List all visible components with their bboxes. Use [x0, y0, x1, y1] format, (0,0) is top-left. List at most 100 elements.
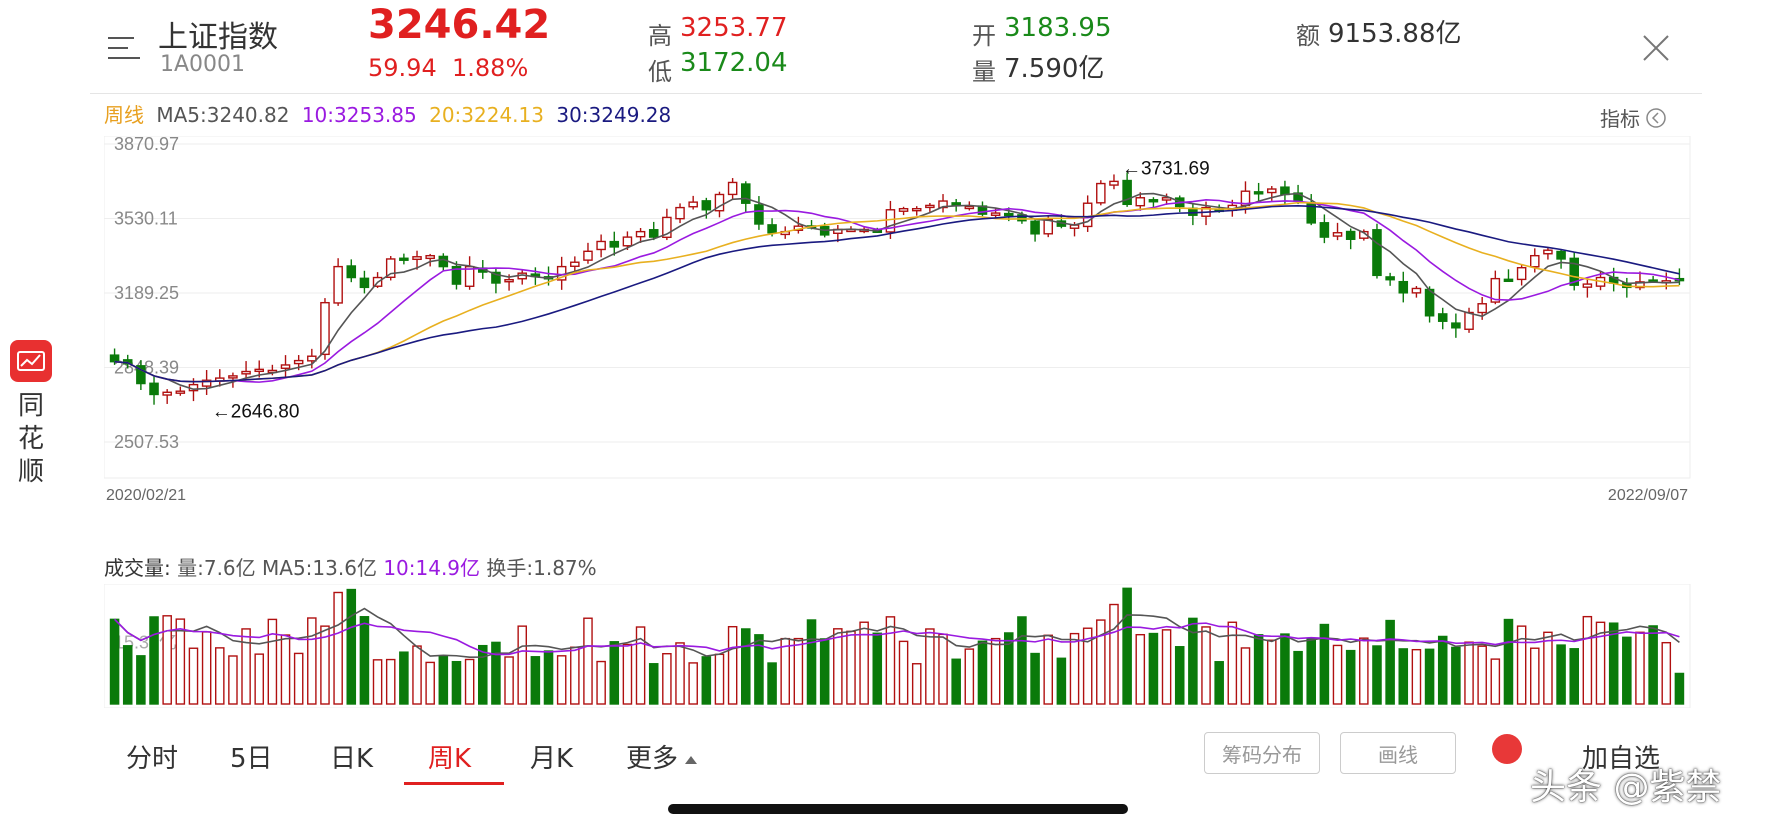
chip-distribution-button[interactable]: 筹码分布: [1204, 732, 1320, 774]
candle-body: [1148, 199, 1159, 203]
volume-bar: [833, 628, 843, 705]
volume-bar: [1411, 648, 1422, 705]
candle-body: [1411, 287, 1422, 294]
index-title: 上证指数: [158, 20, 278, 55]
volume-ma10: 10:14.9亿: [383, 556, 481, 580]
volume-bar: [1030, 652, 1040, 705]
volume-value: 7.590亿: [1004, 54, 1105, 84]
volume-bar: [1608, 622, 1619, 705]
volume-bar: [136, 655, 146, 705]
candle-body: [162, 391, 172, 396]
volume-bar: [504, 656, 514, 705]
high-value: 3253.77: [680, 13, 788, 43]
ma-legend: 周线 MA5:3240.82 10:3253.85 20:3224.13 30:…: [104, 99, 671, 128]
amount-value: 9153.88亿: [1328, 19, 1462, 49]
volume-bar: [1398, 648, 1409, 705]
turnover: 换手:1.87%: [486, 556, 597, 580]
volume-bar: [517, 625, 528, 705]
open-label: 开: [972, 22, 996, 50]
volume-bar: [1003, 632, 1014, 705]
candle-body: [241, 370, 251, 375]
volume-bar: [412, 645, 422, 705]
volume-bar: [149, 616, 159, 705]
volume-bar: [109, 618, 120, 705]
volume-bar: [201, 631, 212, 705]
candle-body: [1582, 283, 1593, 288]
volume-bar: [359, 616, 370, 705]
app-name-label: 同 花 顺: [17, 391, 44, 487]
volume-bar: [1543, 631, 1553, 705]
volume-bar: [1214, 661, 1224, 705]
volume-bar: [556, 655, 567, 705]
volume-bar: [293, 652, 304, 705]
candle-body: [1398, 280, 1409, 294]
tab-weekly-k[interactable]: 周K: [428, 744, 472, 774]
volume-bar: [1595, 621, 1606, 705]
candle-body: [1359, 230, 1369, 239]
candle-body: [1424, 288, 1435, 317]
volume-ma5: MA5:13.6亿: [262, 556, 377, 580]
volume-bar: [938, 633, 948, 705]
volume-bar: [1503, 618, 1514, 705]
candle-body: [136, 365, 146, 385]
candle-body: [1017, 214, 1027, 222]
tab-5day[interactable]: 5日: [230, 744, 273, 774]
candle-body: [359, 277, 370, 289]
caret-up-icon: [684, 742, 698, 772]
candle-body: [1266, 188, 1277, 194]
volume-ma10-line: [114, 618, 1680, 656]
volume-chart[interactable]: 15.32亿: [104, 584, 1704, 708]
price-change-pct: 1.88%: [452, 54, 529, 82]
volume-bar: [740, 628, 751, 705]
volume-bar: [846, 630, 856, 705]
tab-intraday[interactable]: 分时: [126, 744, 179, 774]
candle-body: [1503, 278, 1514, 283]
candle-body: [662, 216, 672, 239]
volume-bar: [254, 653, 265, 705]
candle-body: [1490, 277, 1501, 303]
menu-icon[interactable]: [108, 34, 140, 62]
volume-bar: [780, 637, 791, 705]
candle-body: [504, 279, 514, 283]
candle-body: [648, 229, 659, 238]
volume-bar: [1464, 641, 1474, 705]
volume-bar: [727, 625, 738, 705]
volume-bar: [1556, 644, 1566, 705]
add-favorite-button[interactable]: 加自选: [1582, 744, 1661, 774]
candle-body: [609, 240, 620, 248]
home-indicator[interactable]: [668, 804, 1128, 814]
candle-body: [1569, 257, 1580, 286]
period-label[interactable]: 周线: [104, 103, 144, 127]
indicator-label: 指标: [1600, 107, 1640, 131]
tab-monthly-k[interactable]: 月K: [530, 744, 574, 774]
low-value: 3172.04: [680, 48, 788, 78]
tab-daily-k[interactable]: 日K: [330, 744, 374, 774]
candle-body: [1385, 276, 1395, 281]
app-logo-icon[interactable]: [10, 340, 52, 382]
volume-bar: [1148, 632, 1159, 705]
indicator-button[interactable]: 指标: [1600, 103, 1666, 132]
candle-body: [1043, 218, 1054, 235]
volume-bar: [701, 656, 712, 705]
draw-line-button[interactable]: 画线: [1340, 732, 1456, 774]
tab-more[interactable]: 更多: [626, 738, 698, 775]
current-price: 3246.42: [368, 2, 551, 48]
volume-bar: [530, 656, 541, 705]
volume-bar: [1253, 634, 1264, 705]
volume-bar: [1385, 619, 1395, 705]
low-annotation: ←2646.80: [212, 402, 300, 423]
volume-bar: [951, 658, 961, 705]
candle-body: [964, 205, 975, 210]
volume-bar: [1674, 672, 1685, 705]
volume-bar: [964, 648, 975, 705]
candle-body: [1253, 191, 1264, 195]
candlestick-chart[interactable]: 3870.973530.113189.252848.392507.53←3731…: [104, 136, 1704, 512]
x-start-label: 2020/02/21: [106, 487, 186, 504]
volume-bar: [635, 626, 646, 705]
candle-body: [911, 207, 922, 212]
close-icon[interactable]: [1642, 34, 1670, 62]
volume-bar: [1056, 657, 1067, 705]
volume-bar: [609, 641, 620, 705]
volume-bar: [1648, 625, 1658, 705]
volume-bar: [583, 617, 593, 705]
